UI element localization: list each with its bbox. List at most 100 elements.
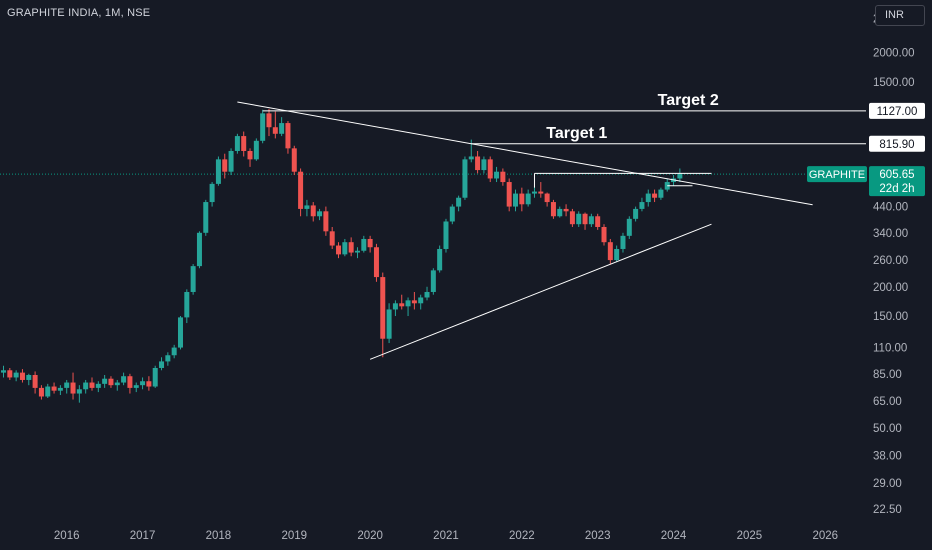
candles[interactable] [1, 108, 683, 403]
candle[interactable] [531, 185, 537, 198]
candle[interactable] [89, 377, 95, 391]
candle[interactable] [291, 145, 297, 176]
candle[interactable] [449, 204, 455, 225]
candle[interactable] [285, 121, 291, 154]
candle[interactable] [329, 226, 335, 249]
candle[interactable] [196, 231, 202, 269]
candle[interactable] [26, 373, 32, 386]
candle[interactable] [114, 379, 120, 391]
candle[interactable] [607, 238, 613, 265]
candle[interactable] [342, 238, 348, 257]
candle[interactable] [519, 187, 525, 212]
candle[interactable] [392, 300, 398, 317]
candle[interactable] [171, 344, 177, 359]
candle[interactable] [582, 212, 588, 230]
candle[interactable] [83, 379, 89, 394]
candle[interactable] [443, 218, 449, 253]
candle[interactable] [418, 294, 424, 310]
candle[interactable] [601, 224, 607, 246]
candle[interactable] [513, 189, 519, 212]
candle[interactable] [152, 365, 158, 388]
candle[interactable] [481, 156, 487, 174]
candle[interactable] [222, 153, 228, 179]
candle[interactable] [159, 357, 165, 371]
candle[interactable] [215, 156, 221, 186]
candle[interactable] [1, 365, 6, 378]
candle[interactable] [569, 208, 575, 227]
candle[interactable] [373, 243, 379, 282]
candle[interactable] [645, 189, 651, 207]
candle[interactable] [595, 213, 601, 230]
trendlines[interactable] [237, 101, 813, 360]
candle[interactable] [380, 272, 386, 358]
candle[interactable] [133, 382, 139, 393]
candle[interactable] [620, 232, 626, 253]
candle[interactable] [253, 138, 259, 161]
candle[interactable] [127, 373, 133, 394]
candle[interactable] [32, 371, 38, 394]
candle[interactable] [209, 182, 215, 207]
candle[interactable] [140, 377, 146, 390]
candle[interactable] [424, 286, 430, 301]
candle[interactable] [146, 376, 152, 391]
candle[interactable] [658, 187, 664, 200]
candle[interactable] [588, 213, 594, 227]
candle[interactable] [76, 385, 82, 403]
candle[interactable] [228, 148, 234, 176]
target-annotation[interactable]: Target 1 815.90 [471, 125, 925, 152]
candle[interactable] [367, 235, 373, 253]
candle[interactable] [241, 131, 247, 157]
candle[interactable] [354, 247, 360, 259]
target-annotation[interactable]: Target 2 1127.00 [262, 92, 925, 119]
candle[interactable] [57, 385, 63, 396]
candle[interactable] [550, 199, 556, 219]
candle[interactable] [279, 117, 285, 137]
trendline-upper[interactable] [237, 101, 813, 206]
candle[interactable] [190, 264, 196, 295]
candle[interactable] [298, 168, 304, 217]
candle[interactable] [430, 268, 436, 295]
candle[interactable] [462, 156, 468, 200]
candle[interactable] [304, 199, 310, 217]
candle[interactable] [45, 383, 51, 399]
candle[interactable] [386, 303, 392, 344]
candle[interactable] [247, 148, 253, 167]
candle[interactable] [310, 202, 316, 222]
candle[interactable] [475, 150, 481, 174]
candle[interactable] [506, 178, 512, 212]
candle[interactable] [95, 381, 101, 393]
candle[interactable] [614, 245, 620, 263]
candle[interactable] [177, 316, 183, 350]
candle[interactable] [633, 206, 639, 222]
candle[interactable] [121, 372, 127, 386]
candle[interactable] [19, 369, 25, 383]
candle[interactable] [51, 382, 57, 394]
candle[interactable] [677, 168, 683, 183]
candle[interactable] [165, 352, 171, 366]
candle[interactable] [38, 385, 44, 400]
candle[interactable] [563, 204, 569, 217]
candle[interactable] [494, 166, 500, 183]
candle[interactable] [348, 237, 354, 257]
candle[interactable] [203, 199, 209, 236]
currency-button[interactable]: INR [875, 5, 925, 26]
symbol-title[interactable]: GRAPHITE INDIA, 1M, NSE [7, 7, 151, 19]
candle[interactable] [557, 206, 563, 218]
candle[interactable] [13, 370, 19, 382]
candle[interactable] [260, 109, 266, 144]
candle[interactable] [652, 189, 658, 203]
candle[interactable] [323, 206, 329, 236]
candle[interactable] [108, 376, 114, 388]
candle[interactable] [487, 156, 493, 183]
time-axis[interactable]: 2016 2017 2018 2019 2020 2021 2022 2023 2024 2025… [54, 530, 838, 542]
candle[interactable] [576, 211, 582, 227]
candle[interactable] [538, 182, 544, 198]
candle[interactable] [626, 216, 632, 239]
candle[interactable] [411, 291, 417, 310]
price-axis[interactable]: 2800.002000.001500.001100.00440.00340.00… [873, 13, 915, 516]
candle[interactable] [64, 379, 70, 394]
target-annotations[interactable]: Target 2 1127.00 Target 1 815.90 [262, 92, 925, 152]
candle[interactable] [399, 294, 405, 310]
candle[interactable] [102, 375, 108, 388]
candle[interactable] [405, 297, 411, 317]
